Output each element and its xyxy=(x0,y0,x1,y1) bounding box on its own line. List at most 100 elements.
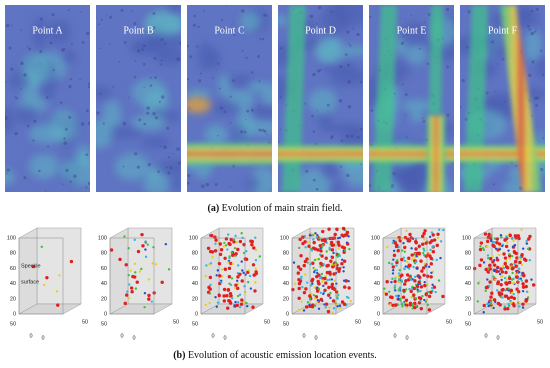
ae-event xyxy=(335,227,339,231)
ae-event xyxy=(384,292,389,296)
ae-event xyxy=(518,260,522,265)
ae-event xyxy=(233,304,236,307)
ae-event xyxy=(518,305,521,308)
speckle xyxy=(258,80,261,83)
speckle xyxy=(166,166,168,169)
ae-event xyxy=(423,253,426,257)
speckle xyxy=(102,122,105,125)
ae-event xyxy=(205,264,208,267)
ae-event xyxy=(430,231,434,234)
speckle xyxy=(80,122,85,126)
ae-event xyxy=(144,240,147,243)
ae-event xyxy=(342,266,345,269)
ae-event xyxy=(423,229,427,233)
z-tick-label: 100 xyxy=(98,235,107,241)
z-tick-label: 0 xyxy=(13,311,16,317)
ae-event xyxy=(233,246,237,250)
ae-event xyxy=(503,256,508,260)
ae-event xyxy=(229,283,233,287)
strain-band xyxy=(427,115,445,192)
ae-event xyxy=(223,267,228,271)
speckle xyxy=(196,45,199,48)
speckle xyxy=(404,18,406,20)
ae-event xyxy=(482,261,486,264)
speckle xyxy=(345,134,350,138)
ae-event xyxy=(344,279,348,283)
ae-event xyxy=(387,261,391,265)
ae-event xyxy=(302,263,306,268)
speckle xyxy=(311,114,314,118)
ae-event xyxy=(507,276,512,281)
speckle xyxy=(246,109,250,113)
speckle xyxy=(187,174,191,178)
speckle xyxy=(131,10,134,13)
base-tick-label: 50 xyxy=(355,319,361,325)
ae-event xyxy=(214,238,218,242)
speckle xyxy=(446,65,449,69)
ae-event xyxy=(488,284,491,288)
base-tick-label: 0 xyxy=(211,333,214,339)
ae-event xyxy=(530,278,533,281)
ae-event xyxy=(415,304,418,308)
ae-event xyxy=(329,259,333,263)
z-tick-label: 60 xyxy=(374,266,380,272)
ae-event xyxy=(521,306,525,309)
ae-event xyxy=(498,247,502,251)
ae-event xyxy=(251,305,255,309)
ae-event xyxy=(208,275,213,280)
ae-event xyxy=(293,282,297,285)
ae-event xyxy=(342,285,347,289)
speckle xyxy=(67,8,70,11)
speckle xyxy=(534,30,537,33)
ae-event xyxy=(484,289,487,293)
ae-event xyxy=(209,283,212,287)
ae-event xyxy=(310,279,314,283)
ae-event xyxy=(513,244,517,247)
speckle xyxy=(61,49,64,52)
ae-event xyxy=(485,239,490,244)
speckle xyxy=(461,78,465,83)
ae-event xyxy=(324,306,327,309)
ae-event xyxy=(496,280,501,284)
speckle xyxy=(49,41,53,45)
ae-event xyxy=(519,258,522,261)
strain-band xyxy=(187,97,211,113)
strain-band xyxy=(500,5,542,192)
ae-event xyxy=(431,283,434,287)
ae-event xyxy=(514,251,518,256)
strain-blotch xyxy=(308,88,337,114)
speckle xyxy=(51,13,55,17)
ae-event xyxy=(313,304,317,307)
ae-event xyxy=(319,265,322,268)
ae-event xyxy=(403,259,407,263)
ae-event xyxy=(309,292,313,295)
ae-event xyxy=(397,288,401,291)
ae-event xyxy=(123,301,127,306)
ae-event xyxy=(326,278,329,282)
ae-event xyxy=(314,232,317,235)
ae-event xyxy=(520,279,523,282)
strain-image xyxy=(96,5,181,192)
ae-event xyxy=(134,271,137,274)
speckle xyxy=(8,46,12,50)
speckle xyxy=(445,7,450,12)
speckle xyxy=(531,60,535,64)
ae-event xyxy=(510,254,514,258)
ae-event xyxy=(300,277,303,280)
ae-event xyxy=(512,296,517,301)
strain-blotch xyxy=(156,159,181,176)
z-tick-label: 80 xyxy=(192,251,198,257)
ae-event xyxy=(496,301,501,306)
speckle xyxy=(63,137,66,140)
strain-blotch xyxy=(15,105,38,124)
ae-event xyxy=(330,263,333,266)
ae-event xyxy=(308,294,312,298)
speckle xyxy=(64,128,68,131)
ae-event xyxy=(218,252,223,257)
speckle xyxy=(163,145,167,150)
speckle xyxy=(79,78,81,81)
ae-event xyxy=(492,263,497,267)
ae-event xyxy=(516,234,520,238)
ae-event xyxy=(326,263,330,268)
z-tick-label: 40 xyxy=(283,281,289,287)
